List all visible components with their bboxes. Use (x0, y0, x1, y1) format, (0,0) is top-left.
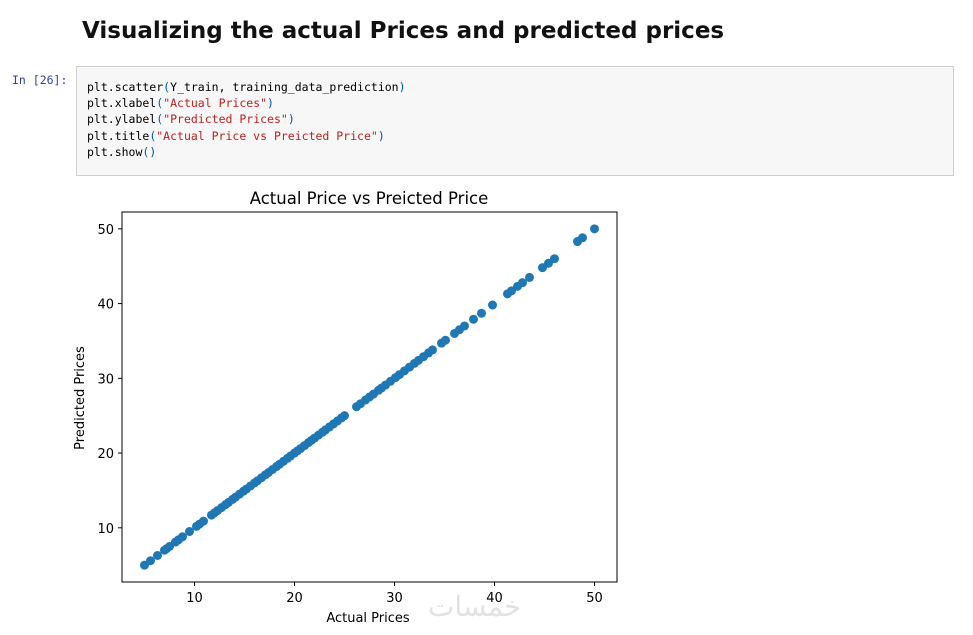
point (518, 278, 527, 288)
code-line: plt.title("Actual Price vs Preicted Pric… (87, 128, 385, 143)
plot-frame (121, 211, 618, 583)
x-axis-label: Actual Prices (326, 611, 410, 626)
heading: Visualizing the actual Prices and predic… (82, 18, 725, 44)
point (488, 300, 497, 310)
y-tick-label: 20 (97, 447, 114, 462)
point (525, 272, 534, 282)
code-line: plt.show() (87, 144, 157, 159)
point (340, 411, 349, 421)
chart-title: Actual Price vs Preicted Price (250, 189, 489, 208)
y-axis-label: Predicted Prices (73, 346, 88, 450)
code-cell[interactable]: plt.scatter(Y_train, training_data_predi… (76, 66, 954, 176)
point (199, 516, 208, 526)
y-tick-label: 30 (97, 372, 114, 387)
point (185, 527, 194, 537)
x-tick-label: 20 (286, 591, 303, 606)
point (441, 335, 450, 345)
point (460, 321, 469, 331)
point (469, 314, 478, 324)
point (146, 556, 155, 566)
point (178, 532, 187, 542)
code-line: plt.xlabel("Actual Prices") (87, 96, 274, 111)
y-tick-label: 10 (97, 522, 114, 537)
x-tick-label: 30 (386, 591, 403, 606)
code-line: plt.ylabel("Predicted Prices") (87, 112, 295, 127)
point (590, 224, 599, 234)
point (578, 233, 587, 243)
code-line: plt.scatter(Y_train, training_data_predi… (87, 80, 406, 94)
x-tick-label: 40 (486, 591, 503, 606)
y-tick-label: 40 (97, 298, 114, 313)
x-tick-label: 10 (186, 591, 203, 606)
y-tick-label: 50 (97, 223, 114, 238)
watermark: خمسات (428, 590, 522, 623)
point (550, 254, 559, 264)
point (477, 308, 486, 318)
x-tick-label: 50 (586, 591, 603, 606)
point (153, 550, 162, 560)
point (428, 345, 437, 355)
cell-prompt: In [26]: (12, 73, 68, 87)
